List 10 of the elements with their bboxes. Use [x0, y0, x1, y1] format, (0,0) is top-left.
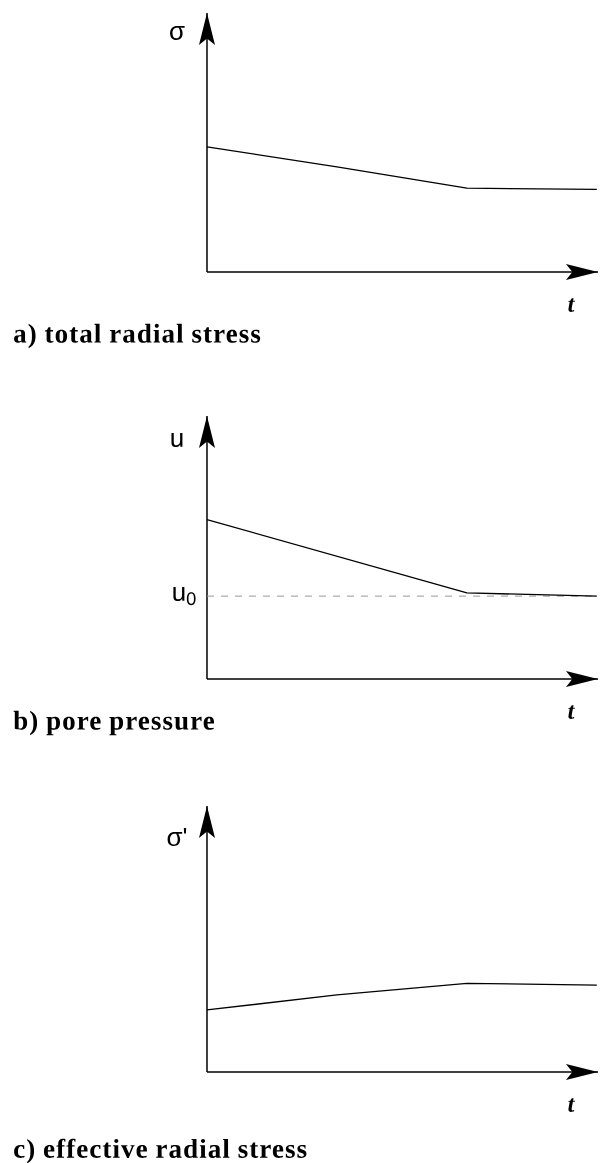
x-axis-title: t [568, 1098, 575, 1112]
text: a) total radial stress [14, 323, 261, 349]
y-axis-title: u [171, 433, 183, 448]
y-axis-title: σ' [167, 827, 187, 847]
text: c) effective radial stress [14, 1138, 307, 1163]
x-axis-title: t [568, 298, 575, 312]
text: b) pore pressure [13, 710, 215, 736]
ref-line-label: u$_{0}$ [173, 587, 196, 606]
y-axis-title: σ [170, 26, 185, 41]
x-axis-title: t [568, 705, 575, 719]
